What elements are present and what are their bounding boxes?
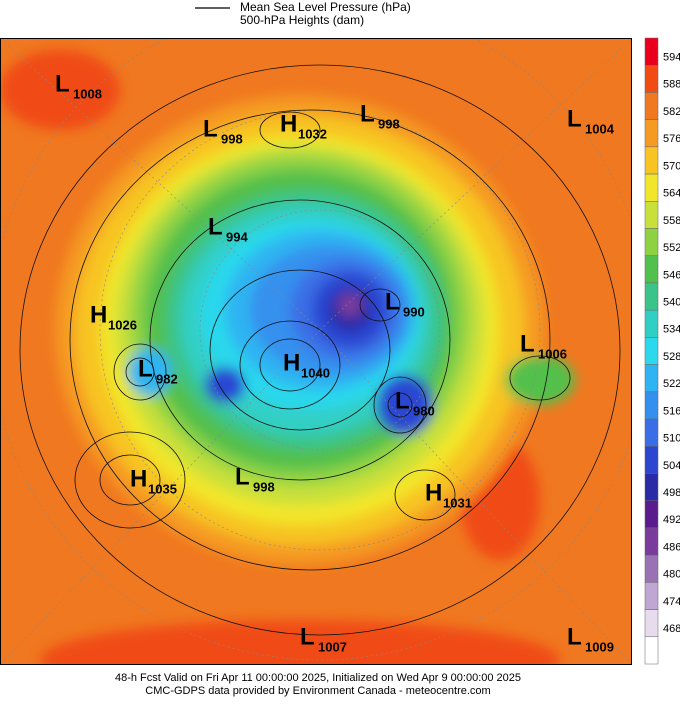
colorbar-label: 528	[663, 351, 680, 363]
colorbar-swatch	[644, 119, 659, 148]
center-letter: H	[280, 110, 297, 137]
colorbar-swatch	[644, 337, 659, 365]
colorbar-label: 594	[663, 52, 680, 64]
center-value: 1032	[298, 126, 327, 141]
legend-text: 500-hPa Heights (dam)	[240, 13, 364, 27]
colorbar-swatch	[644, 391, 659, 420]
center-value: 1040	[301, 365, 330, 380]
colorbar-label: 510	[663, 433, 680, 445]
center-letter: L	[395, 387, 410, 414]
colorbar-label: 582	[663, 106, 680, 118]
center-value: 1004	[585, 121, 615, 136]
colorbar-label: 504	[663, 460, 680, 472]
center-letter: L	[55, 70, 70, 97]
colorbar-swatch	[644, 609, 659, 638]
center-value: 1026	[108, 317, 137, 332]
center-value: 1009	[585, 639, 614, 654]
colorbar-label: 558	[663, 215, 680, 227]
colorbar-swatch	[644, 473, 659, 501]
colorbar-label: 534	[663, 324, 680, 336]
colorbar-label: 474	[663, 596, 680, 608]
colorbar-swatch	[644, 255, 659, 284]
center-letter: H	[130, 465, 147, 492]
colorbar-swatch	[644, 446, 659, 474]
center-value: 994	[226, 229, 248, 244]
center-letter: L	[385, 288, 400, 315]
colorbar-swatch	[644, 228, 659, 256]
colorbar-label: 588	[663, 79, 680, 91]
height-field	[0, 50, 575, 665]
colorbar-swatch	[644, 636, 659, 665]
center-value: 1006	[538, 346, 567, 361]
colorbar-label: 492	[663, 514, 680, 526]
colorbar-label: 486	[663, 541, 680, 553]
colorbar-swatch	[644, 554, 659, 583]
center-letter: L	[520, 330, 535, 357]
center-letter: L	[360, 100, 375, 127]
center-letter: L	[300, 623, 315, 650]
isobars	[19, 64, 621, 636]
colorbar-label: 498	[663, 487, 680, 499]
colorbar-swatch	[644, 309, 659, 338]
colorbar-swatch	[644, 37, 659, 66]
center-value: 990	[403, 304, 425, 319]
colorbar-swatch	[644, 92, 659, 120]
colorbar-swatch	[644, 582, 659, 610]
center-letter: L	[567, 105, 582, 132]
center-value: 998	[253, 479, 275, 494]
center-letter: H	[90, 301, 107, 328]
center-value: 998	[378, 116, 400, 131]
center-value: 982	[156, 371, 178, 386]
center-letter: L	[138, 355, 153, 382]
center-value: 998	[221, 131, 243, 146]
center-value: 1007	[318, 639, 347, 654]
colorbar-label: 564	[663, 188, 680, 200]
colorbar-swatch	[644, 146, 659, 175]
center-letter: L	[567, 623, 582, 650]
center-value: 980	[413, 403, 435, 418]
legend-text: Mean Sea Level Pressure (hPa)	[240, 0, 411, 14]
colorbar-swatch	[644, 364, 659, 393]
center-value: 1008	[73, 86, 102, 101]
colorbar-swatch	[644, 173, 659, 202]
colorbar-label: 540	[663, 296, 680, 308]
footer-text: CMC-GDPS data provided by Environment Ca…	[145, 685, 490, 697]
center-letter: H	[283, 349, 300, 376]
map-frame	[0, 38, 632, 665]
center-letter: H	[425, 479, 442, 506]
map	[0, 38, 632, 665]
colorbar-label: 516	[663, 405, 680, 417]
colorbar-label: 522	[663, 378, 680, 390]
center-letter: L	[235, 463, 250, 490]
center-letter: L	[203, 115, 218, 142]
colorbar-label: 576	[663, 133, 680, 145]
colorbar-swatch	[644, 527, 659, 556]
center-value: 1035	[148, 481, 177, 496]
colorbar-swatch	[644, 418, 659, 447]
colorbar-label: 468	[663, 623, 680, 635]
center-value: 1031	[443, 495, 472, 510]
colorbar-swatch	[644, 500, 659, 529]
colorbar-label: 546	[663, 269, 680, 281]
center-letter: L	[208, 213, 223, 240]
graticule	[0, 38, 632, 665]
colorbar-label: 552	[663, 242, 680, 254]
colorbar-swatch	[644, 282, 659, 311]
colorbar-swatch	[644, 64, 659, 93]
colorbar-label: 480	[663, 569, 680, 581]
colorbar: 594 588 582 576 570 564 558 552 546 540 534 528 522 5…	[644, 37, 680, 665]
colorbar-label: 570	[663, 160, 680, 172]
colorbar-swatch	[644, 201, 659, 229]
footer-text: 48-h Fcst Valid on Fri Apr 11 00:00:00 2…	[115, 672, 521, 684]
